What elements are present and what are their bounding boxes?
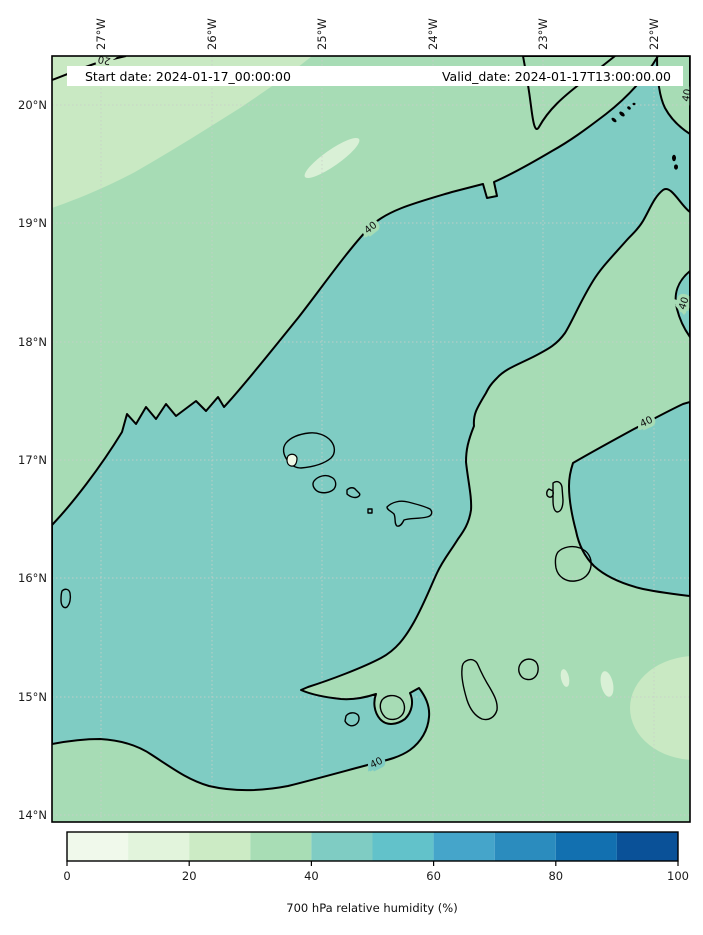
colorbar-segment-90-100 xyxy=(616,832,678,861)
northeast-islet-dots xyxy=(611,102,678,170)
island-fogo xyxy=(379,694,406,721)
island-boa-vista xyxy=(554,545,592,582)
lon-tick-24w: 24°W xyxy=(426,18,440,50)
island-sao-nicolau xyxy=(386,500,433,527)
contour-label-40-b: 40 xyxy=(681,88,694,103)
island-sal xyxy=(546,480,564,513)
colorbar-segment-70-80 xyxy=(494,832,556,861)
colorbar: 0 20 40 60 80 100 700 hPa relative humid… xyxy=(63,831,689,915)
colorbar-segment-0-10 xyxy=(67,832,129,861)
lon-tick-27w: 27°W xyxy=(94,18,108,50)
start-date-text: Start date: 2024-01-17_00:00:00 xyxy=(85,69,291,84)
cbar-tick-20: 20 xyxy=(182,869,197,883)
longitude-axis: 27°W 26°W 25°W 24°W 23°W 22°W xyxy=(94,18,661,50)
islet-west-edge xyxy=(60,588,72,609)
island-santa-luzia xyxy=(346,487,361,499)
colorbar-segment-40-50 xyxy=(311,832,373,861)
cbar-tick-80: 80 xyxy=(548,869,563,883)
colorbar-segments xyxy=(67,832,678,861)
lat-tick-16n: 16°N xyxy=(18,571,47,585)
lon-tick-23w: 23°W xyxy=(536,18,550,50)
colorbar-segment-60-70 xyxy=(433,832,495,861)
colorbar-title: 700 hPa relative humidity (%) xyxy=(286,901,457,915)
colorbar-tick-labels: 0 20 40 60 80 100 xyxy=(63,869,689,883)
lat-tick-19n: 19°N xyxy=(18,216,47,230)
humidity-lens-patch-2 xyxy=(560,669,570,687)
colorbar-segment-30-40 xyxy=(250,832,312,861)
island-maio xyxy=(518,658,539,681)
humidity-band-20-30-topleft xyxy=(52,56,312,208)
colorbar-segment-10-20 xyxy=(128,832,190,861)
lat-tick-18n: 18°N xyxy=(18,335,47,349)
island-brava xyxy=(344,712,360,727)
lon-tick-22w: 22°W xyxy=(647,18,661,50)
colorbar-segment-80-90 xyxy=(555,832,617,861)
coastlines xyxy=(60,432,592,727)
cbar-tick-0: 0 xyxy=(63,869,70,883)
map-plot-area: 40 40 40 40 40 20 Start date: 2024-01-17… xyxy=(52,53,694,822)
lon-tick-25w: 25°W xyxy=(315,18,329,50)
colorbar-tick-marks xyxy=(66,861,679,866)
island-sao-vicente xyxy=(312,474,337,494)
colorbar-frame xyxy=(66,831,679,862)
map-frame xyxy=(51,55,691,823)
island-santiago xyxy=(461,658,498,721)
humidity-lens-patch-1 xyxy=(304,137,360,179)
humidity-band-20-30-bottomright xyxy=(630,656,690,760)
island-santo-antao xyxy=(282,432,336,469)
islet-branco xyxy=(367,508,373,514)
colorbar-segment-50-60 xyxy=(372,832,434,861)
cbar-tick-60: 60 xyxy=(426,869,441,883)
colorbar-segment-20-30 xyxy=(189,832,251,861)
humidity-lens-patch-3 xyxy=(600,671,614,697)
contour-label-20: 20 xyxy=(97,53,112,66)
lon-tick-26w: 26°W xyxy=(205,18,219,50)
date-banner: Start date: 2024-01-17_00:00:00 Valid_da… xyxy=(67,66,683,86)
lat-tick-20n: 20°N xyxy=(18,98,47,112)
lat-tick-14n: 14°N xyxy=(18,808,47,822)
latitude-axis: 20°N 19°N 18°N 17°N 16°N 15°N 14°N xyxy=(18,98,47,822)
lat-tick-15n: 15°N xyxy=(18,690,47,704)
valid-date-text: Valid_date: 2024-01-17T13:00:00.00 xyxy=(442,69,671,84)
cbar-tick-100: 100 xyxy=(667,869,689,883)
santo-antao-light-patch xyxy=(286,453,298,467)
cbar-tick-40: 40 xyxy=(304,869,319,883)
lat-tick-17n: 17°N xyxy=(18,453,47,467)
